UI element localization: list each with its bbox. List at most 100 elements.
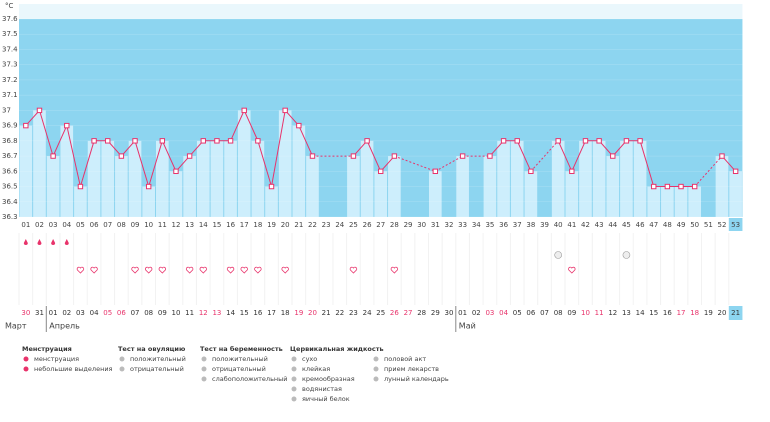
day-label: 17 xyxy=(240,221,249,229)
temperature-point xyxy=(528,168,534,175)
gap-connector xyxy=(530,140,559,172)
temperature-point xyxy=(241,107,247,114)
date-label: 31 xyxy=(35,309,44,317)
menstruation-icon xyxy=(37,239,42,245)
date-label: 21 xyxy=(731,309,740,317)
date-label: 09 xyxy=(567,309,576,317)
y-tick-label: 37.4 xyxy=(2,45,18,53)
gap-connector xyxy=(435,155,463,172)
date-label: 03 xyxy=(76,309,85,317)
month-label: Март xyxy=(5,322,27,331)
unit: °C xyxy=(5,2,14,10)
legend-item: лунный календарь xyxy=(384,375,449,383)
heart-icon xyxy=(199,266,207,274)
y-tick-label: 37 xyxy=(2,106,11,114)
legend-item: слабоположительный xyxy=(212,375,288,383)
y-tick-label: 36.6 xyxy=(2,167,18,175)
day-label: 23 xyxy=(322,221,331,229)
date-label: 12 xyxy=(199,309,208,317)
day-bar xyxy=(265,186,278,217)
day-label: 40 xyxy=(554,221,563,229)
temperature-point xyxy=(459,153,466,159)
temperature-point xyxy=(173,168,179,175)
current-date xyxy=(728,306,743,320)
day-label: 05 xyxy=(76,221,85,229)
date-label: 13 xyxy=(212,309,221,317)
temperature-point xyxy=(77,183,84,190)
day-label: 28 xyxy=(390,221,399,229)
day-bar xyxy=(196,140,210,217)
temperature-point xyxy=(719,153,725,159)
temperature-point xyxy=(36,107,43,114)
day-label: 01 xyxy=(21,221,30,229)
day-label: 41 xyxy=(567,221,576,229)
temperature-point xyxy=(268,183,275,190)
legend-item: яичный белок xyxy=(302,395,350,403)
day-label: 07 xyxy=(103,221,112,229)
temperature-point xyxy=(214,138,220,144)
legend-item: прием лекарств xyxy=(384,365,439,373)
date-label: 11 xyxy=(185,309,194,317)
legend-icon xyxy=(201,376,207,382)
day-bar xyxy=(360,140,374,217)
temperature-point xyxy=(364,138,370,144)
day-label: 14 xyxy=(199,221,208,229)
legend-icon xyxy=(291,376,297,382)
temperature-point xyxy=(732,168,739,175)
day-bar xyxy=(183,156,196,217)
moon-icon xyxy=(626,295,630,301)
day-label: 18 xyxy=(253,221,262,229)
day-label: 15 xyxy=(212,221,221,229)
day-bar xyxy=(306,156,319,217)
y-tick-label: 36.4 xyxy=(2,198,18,206)
heart-icon xyxy=(158,266,167,274)
legend-item: менструация xyxy=(34,355,79,363)
temperature-point xyxy=(23,122,29,129)
day-bar xyxy=(210,140,224,217)
temperature-point xyxy=(500,138,507,144)
day-label: 52 xyxy=(718,221,727,229)
legend-icon xyxy=(291,396,297,402)
heart-icon xyxy=(226,266,235,274)
gap-connector xyxy=(694,155,723,187)
day-bar xyxy=(674,186,688,217)
date-label: 30 xyxy=(21,309,30,317)
menstruation-icon xyxy=(64,239,69,245)
legend-item: отрицательный xyxy=(212,365,266,373)
day-bar xyxy=(87,140,101,217)
date-label: 08 xyxy=(144,309,153,317)
temperature-point xyxy=(118,153,125,159)
date-label: 24 xyxy=(363,309,372,317)
date-label: 01 xyxy=(49,309,58,317)
temperature-point xyxy=(610,153,616,159)
day-bar xyxy=(278,110,292,217)
day-label: 33 xyxy=(458,221,467,229)
day-bar xyxy=(46,156,60,217)
date-label: 14 xyxy=(636,309,645,317)
heart-icon xyxy=(144,266,153,274)
legend-icon xyxy=(291,356,297,362)
temperature-point xyxy=(664,183,671,190)
month-label: Апрель xyxy=(49,322,80,331)
legend-title: Тест на беременность xyxy=(200,345,283,353)
legend-icon xyxy=(23,366,29,372)
temperature-point xyxy=(651,183,657,190)
day-label: 02 xyxy=(35,221,44,229)
legend-icon xyxy=(119,356,125,362)
date-label: 02 xyxy=(62,309,71,317)
heart-icon xyxy=(568,266,576,274)
day-label: 39 xyxy=(540,221,549,229)
day-label: 20 xyxy=(281,221,290,229)
date-label: 10 xyxy=(581,309,590,317)
date-label: 19 xyxy=(294,309,303,317)
day-label: 19 xyxy=(267,221,276,229)
day-bar xyxy=(224,140,237,217)
heart-icon xyxy=(76,266,85,274)
pill-icon xyxy=(554,251,562,259)
temperature-point xyxy=(432,168,439,175)
heart-icon xyxy=(281,266,289,274)
day-bar xyxy=(74,186,87,217)
legend-icon xyxy=(291,386,297,392)
